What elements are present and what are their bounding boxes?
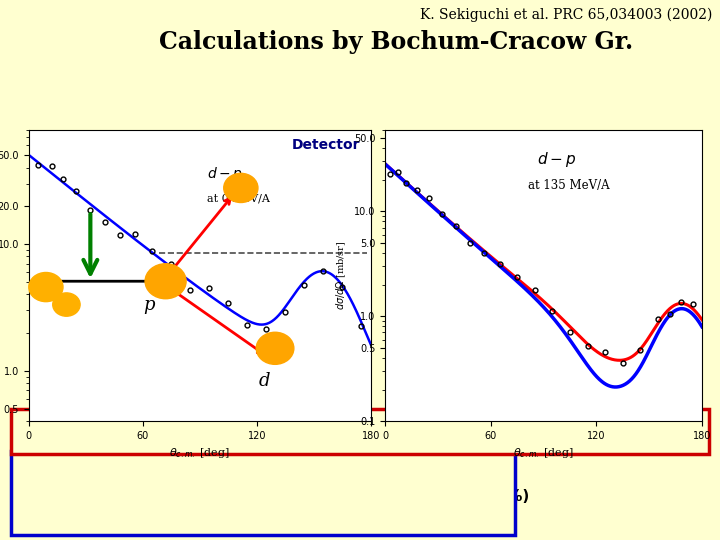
Text: at 0 MeV/A: at 0 MeV/A <box>207 194 269 204</box>
Text: Detector: Detector <box>292 138 361 152</box>
Text: $d-p$: $d-p$ <box>537 150 577 169</box>
Text: : Large discrepancy in Cross Section Minimum ( ~ 30%): : Large discrepancy in Cross Section Min… <box>29 489 529 504</box>
Circle shape <box>29 273 63 302</box>
Text: 2π-exchange 3NFs (Tucson-Melbourne, Urbana IX)  : Good Agreement: 2π-exchange 3NFs (Tucson-Melbourne, Urba… <box>29 422 626 437</box>
Circle shape <box>53 293 80 316</box>
Circle shape <box>145 264 186 299</box>
Text: K. Sekiguchi et al. PRC 65,034003 (2002): K. Sekiguchi et al. PRC 65,034003 (2002) <box>420 8 713 23</box>
Circle shape <box>256 332 294 365</box>
Text: Calculations by Bochum-Cracow Gr.: Calculations by Bochum-Cracow Gr. <box>159 30 633 53</box>
Text: at 135 MeV/A: at 135 MeV/A <box>528 179 609 192</box>
Text: $d-p$: $d-p$ <box>207 165 243 183</box>
Text: 2NF (CDBonn, AV18, Nijmegen I,II): 2NF (CDBonn, AV18, Nijmegen I,II) <box>29 460 324 475</box>
Text: p: p <box>143 296 154 314</box>
X-axis label: $\theta_{c.m.}$ [deg]: $\theta_{c.m.}$ [deg] <box>513 447 574 461</box>
FancyBboxPatch shape <box>11 451 515 535</box>
Circle shape <box>224 173 258 202</box>
Y-axis label: $d\sigma/d\Omega$ [mb/sr]: $d\sigma/d\Omega$ [mb/sr] <box>335 241 348 310</box>
FancyBboxPatch shape <box>11 409 709 454</box>
X-axis label: $\theta_{c.m.}$ [deg]: $\theta_{c.m.}$ [deg] <box>169 447 230 461</box>
Text: d: d <box>259 372 271 390</box>
